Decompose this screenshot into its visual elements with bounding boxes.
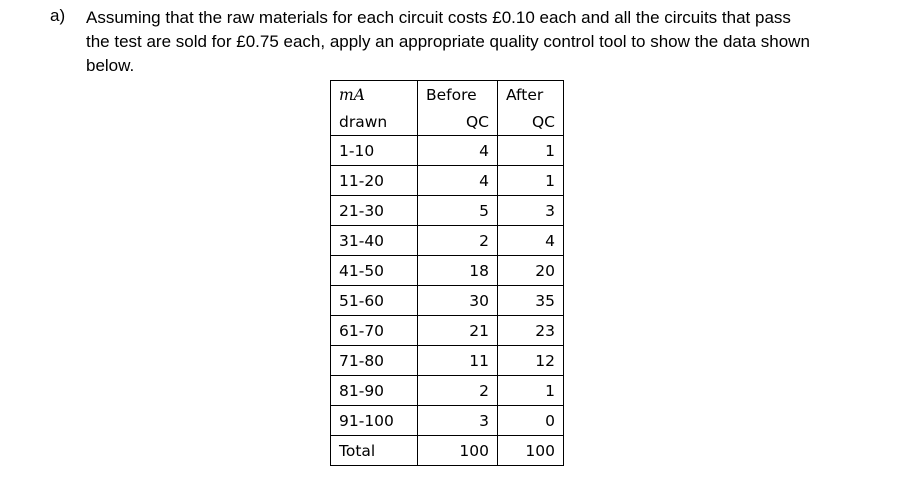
- table-cell: 81-90: [330, 375, 418, 406]
- table-cell: 4: [417, 165, 498, 196]
- table-row: 61-70 21 23: [330, 315, 564, 346]
- table-cell: 1: [497, 135, 564, 166]
- header-cell: QC: [417, 108, 498, 136]
- table-cell: 21: [417, 315, 498, 346]
- table-cell: 1: [497, 375, 564, 406]
- question-label: a): [50, 6, 66, 25]
- table-cell: 30: [417, 285, 498, 316]
- header-cell: Before: [417, 80, 498, 108]
- table-cell: 1: [497, 165, 564, 196]
- data-table: mA Before After drawn QC QC 1-10 4 1 11-20 4 1 21-30…: [330, 80, 564, 466]
- table-cell: 2: [417, 225, 498, 256]
- table-row: 91-100 3 0: [330, 405, 564, 436]
- table-cell: 2: [417, 375, 498, 406]
- table-cell: 91-100: [330, 405, 418, 436]
- table-cell: 12: [497, 345, 564, 376]
- header-cell: mA: [330, 80, 418, 108]
- table-cell: 20: [497, 255, 564, 286]
- table-cell: 51-60: [330, 285, 418, 316]
- table-cell: 4: [497, 225, 564, 256]
- table-row: 81-90 2 1: [330, 375, 564, 406]
- table-cell: 3: [497, 195, 564, 226]
- header-row: drawn QC QC: [330, 108, 564, 136]
- table-cell: 4: [417, 135, 498, 166]
- table-row: 31-40 2 4: [330, 225, 564, 256]
- table-row: 11-20 4 1: [330, 165, 564, 196]
- table-row: 51-60 30 35: [330, 285, 564, 316]
- question-line: the test are sold for £0.75 each, apply …: [86, 32, 810, 51]
- table-cell: Total: [330, 435, 418, 466]
- table-cell: 35: [497, 285, 564, 316]
- table-cell: 21-30: [330, 195, 418, 226]
- table-cell: 5: [417, 195, 498, 226]
- table-cell: 31-40: [330, 225, 418, 256]
- header-cell: QC: [497, 108, 564, 136]
- table-cell: 11: [417, 345, 498, 376]
- table-row: 1-10 4 1: [330, 135, 564, 166]
- table-cell: 61-70: [330, 315, 418, 346]
- table-cell: 23: [497, 315, 564, 346]
- question-line: below.: [86, 56, 135, 75]
- table-cell: 41-50: [330, 255, 418, 286]
- table-cell: 1-10: [330, 135, 418, 166]
- table-row: 41-50 18 20: [330, 255, 564, 286]
- table-cell: 71-80: [330, 345, 418, 376]
- header-cell: drawn: [330, 108, 418, 136]
- table-cell: 11-20: [330, 165, 418, 196]
- table-cell: 3: [417, 405, 498, 436]
- table-cell: 18: [417, 255, 498, 286]
- table-cell: 100: [497, 435, 564, 466]
- header-cell: After: [497, 80, 564, 108]
- table-row: 71-80 11 12: [330, 345, 564, 376]
- table-cell: 100: [417, 435, 498, 466]
- table-cell: 0: [497, 405, 564, 436]
- question-line: Assuming that the raw materials for each…: [86, 8, 791, 27]
- table-row: 21-30 5 3: [330, 195, 564, 226]
- header-row: mA Before After: [330, 80, 564, 108]
- table-row: Total 100 100: [330, 435, 564, 466]
